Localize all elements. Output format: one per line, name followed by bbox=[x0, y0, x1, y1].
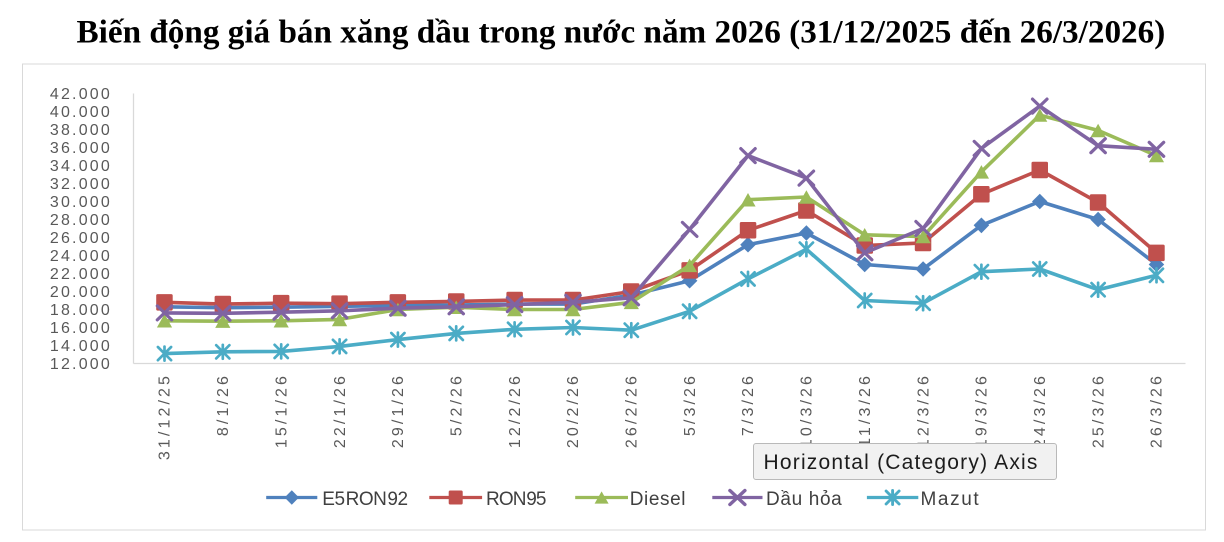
svg-text:40.000: 40.000 bbox=[50, 104, 112, 121]
svg-text:RON 95: RON 95 bbox=[486, 489, 546, 510]
svg-text:11/3/26: 11/3/26 bbox=[857, 373, 874, 447]
svg-text:E5 RON 92: E5 RON 92 bbox=[322, 489, 407, 510]
svg-text:12/3/26: 12/3/26 bbox=[915, 373, 932, 448]
svg-text:36.000: 36.000 bbox=[50, 140, 112, 157]
svg-text:20/2/26: 20/2/26 bbox=[565, 373, 582, 448]
svg-text:34.000: 34.000 bbox=[50, 158, 112, 175]
svg-text:30.000: 30.000 bbox=[50, 194, 112, 211]
svg-text:22.000: 22.000 bbox=[50, 266, 112, 283]
svg-text:16.000: 16.000 bbox=[50, 320, 112, 337]
svg-text:26.000: 26.000 bbox=[50, 230, 112, 247]
svg-text:Mazut: Mazut bbox=[921, 489, 981, 510]
svg-text:18.000: 18.000 bbox=[50, 302, 112, 319]
svg-text:26/3/26: 26/3/26 bbox=[1149, 373, 1166, 448]
svg-text:24/3/26: 24/3/26 bbox=[1032, 373, 1049, 448]
svg-text:5/2/26: 5/2/26 bbox=[448, 373, 465, 436]
svg-text:24.000: 24.000 bbox=[50, 248, 112, 265]
svg-text:25/3/26: 25/3/26 bbox=[1090, 373, 1107, 448]
svg-text:28.000: 28.000 bbox=[50, 212, 112, 229]
svg-text:38.000: 38.000 bbox=[50, 122, 112, 139]
svg-text:5/3/26: 5/3/26 bbox=[682, 373, 699, 436]
svg-text:22/1/26: 22/1/26 bbox=[332, 373, 349, 448]
svg-text:31/12/25: 31/12/25 bbox=[157, 373, 174, 460]
svg-text:10/3/26: 10/3/26 bbox=[799, 373, 816, 448]
svg-text:32.000: 32.000 bbox=[50, 176, 112, 193]
svg-text:Diesel: Diesel bbox=[630, 489, 686, 510]
svg-text:29/1/26: 29/1/26 bbox=[390, 373, 407, 448]
svg-text:14.000: 14.000 bbox=[50, 338, 112, 355]
svg-text:42.000: 42.000 bbox=[50, 86, 112, 103]
svg-text:19/3/26: 19/3/26 bbox=[974, 373, 991, 448]
svg-text:12/2/26: 12/2/26 bbox=[507, 373, 524, 448]
svg-text:12.000: 12.000 bbox=[50, 356, 112, 373]
svg-text:20.000: 20.000 bbox=[50, 284, 112, 301]
svg-text:7/3/26: 7/3/26 bbox=[740, 373, 757, 436]
svg-text:26/2/26: 26/2/26 bbox=[624, 373, 641, 448]
svg-text:Dầu hỏa: Dầu hỏa bbox=[766, 489, 842, 510]
svg-text:8/1/26: 8/1/26 bbox=[215, 373, 232, 436]
svg-text:Biến động giá bán xăng dầu tro: Biến động giá bán xăng dầu trong nước nă… bbox=[77, 14, 1166, 51]
svg-text:15/1/26: 15/1/26 bbox=[273, 373, 290, 448]
